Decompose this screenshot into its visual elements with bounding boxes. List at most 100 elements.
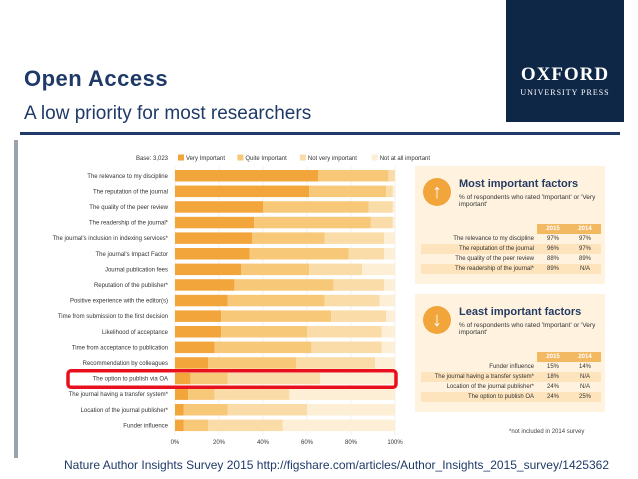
x-tick-label: 0%: [171, 440, 180, 446]
legend-label: Very Important: [186, 156, 225, 162]
table-cell: 15%: [546, 364, 559, 370]
bar-segment: [388, 170, 395, 182]
legend-swatch: [299, 154, 306, 161]
table-row: The reputation of the journal 96% 97%: [421, 244, 601, 254]
bar-segment: [188, 388, 215, 400]
legend-label: Not very important: [308, 156, 357, 162]
table-row: Funder influence 15% 14%: [421, 362, 601, 372]
bar-segment: [221, 326, 307, 338]
bar-segment: [241, 263, 310, 276]
bar-segment: [175, 357, 208, 369]
table-cell: 97%: [569, 244, 601, 254]
bar-segment: [214, 341, 312, 354]
bar-segment: [175, 279, 235, 291]
bar-segment: [175, 326, 222, 338]
category-label: Reputation of the publisher*: [94, 283, 169, 289]
category-label: The journal's inclusion in indexing serv…: [52, 236, 168, 242]
table-cell: 18%: [537, 372, 569, 382]
bar-segment: [318, 170, 389, 182]
bar-segment: [175, 216, 255, 229]
page-title: Open Access: [24, 66, 169, 91]
table-cell: N/A: [569, 264, 601, 274]
bar-segment: [175, 294, 228, 307]
bar-segment: [362, 263, 395, 276]
source-citation: Nature Author Insights Survey 2015 http:…: [64, 458, 609, 472]
bar-segment: [227, 294, 325, 307]
logo-line1: OXFORD: [520, 64, 610, 85]
table-header: 2014: [569, 352, 601, 362]
category-label: The readership of the journal*: [89, 221, 169, 227]
bar-segment: [175, 404, 184, 416]
bar-segment: [386, 185, 393, 198]
table-row: The readership of the journal* 89% N/A: [421, 264, 601, 274]
most-important-panel: ↑ Most important factors % of respondent…: [415, 166, 605, 284]
most-important-table: 2015 2014 The relevance to my discipline…: [421, 224, 601, 274]
legend-label: Not at all important: [380, 156, 431, 162]
bar-segment: [208, 357, 296, 369]
category-label: The relevance to my discipline: [87, 174, 168, 180]
bar-segment: [183, 419, 208, 432]
bar-segment: [175, 341, 215, 354]
table-cell: 96%: [537, 244, 569, 254]
table-row: The relevance to my discipline 97% 97%: [421, 234, 601, 244]
least-important-title: Least important factors: [459, 306, 582, 318]
bar-segment: [381, 341, 395, 354]
least-important-table: 2015 2014 Funder influence 15% 14% The j…: [421, 352, 601, 402]
bar-segment: [175, 170, 318, 182]
bar-segment: [348, 248, 384, 260]
category-label: The option to publish via OA: [93, 377, 168, 383]
table-cell: 88%: [546, 256, 559, 262]
bar-segment: [227, 404, 307, 416]
bar-segment: [221, 310, 332, 322]
bar-segment: [324, 232, 384, 244]
base-label: Base: 3,023: [136, 156, 169, 162]
legend-swatch: [371, 154, 378, 161]
bar-segment: [379, 294, 395, 307]
legend-swatch: [178, 154, 184, 161]
most-important-description: % of respondents who rated 'Important' o…: [459, 194, 596, 208]
table-cell: N/A: [569, 372, 601, 382]
oxford-logo: OXFORD UNIVERSITY PRESS: [506, 0, 624, 122]
bar-segment: [289, 388, 395, 400]
legend-swatch: [237, 154, 244, 161]
bar-segment: [384, 232, 395, 244]
bar-segment: [175, 201, 263, 213]
title-divider: [20, 132, 620, 135]
bar-segment: [296, 357, 376, 369]
category-label: Time from submission to the first decisi…: [58, 314, 168, 320]
legend-label: Quite Important: [245, 156, 287, 162]
table-cell: 97%: [578, 236, 591, 242]
bar-segment: [309, 263, 362, 276]
least-important-description: % of respondents who rated 'Important' o…: [459, 322, 596, 336]
bar-segment: [368, 201, 393, 213]
bar-segment: [311, 341, 382, 354]
chart-footnote: *not included in 2014 survey: [509, 429, 585, 435]
bar-segment: [384, 279, 395, 291]
table-cell: 25%: [569, 392, 601, 402]
table-cell: N/A: [579, 384, 590, 390]
table-header: 2015: [537, 352, 569, 362]
bar-segment: [175, 232, 252, 244]
category-label: Positive experience with the editor(s): [70, 299, 168, 305]
bar-segment: [252, 232, 325, 244]
table-cell: The option to publish OA: [421, 392, 537, 402]
arrow-up-icon: ↑: [423, 178, 451, 206]
table-row: Location of the journal publisher* 24% N…: [421, 382, 601, 392]
x-tick-label: 60%: [301, 440, 314, 446]
category-label: The journal's Impact Factor: [95, 252, 168, 258]
bar-segment: [309, 185, 387, 198]
bar-segment: [324, 294, 380, 307]
category-label: Journal publication fees: [105, 267, 168, 273]
table-cell: Funder influence: [489, 364, 534, 370]
bar-segment: [392, 185, 395, 198]
bar-segment: [331, 310, 387, 322]
category-label: The journal having a transfer system*: [69, 392, 169, 398]
x-tick-label: 20%: [213, 440, 226, 446]
bar-segment: [175, 419, 184, 432]
bar-segment: [386, 310, 395, 322]
bar-segment: [375, 357, 395, 369]
table-row: The quality of the peer review 88% 89%: [421, 254, 601, 264]
category-label: The reputation of the journal: [93, 189, 168, 195]
table-row: The option to publish OA 24% 25%: [421, 392, 601, 402]
bar-segment: [307, 404, 395, 416]
